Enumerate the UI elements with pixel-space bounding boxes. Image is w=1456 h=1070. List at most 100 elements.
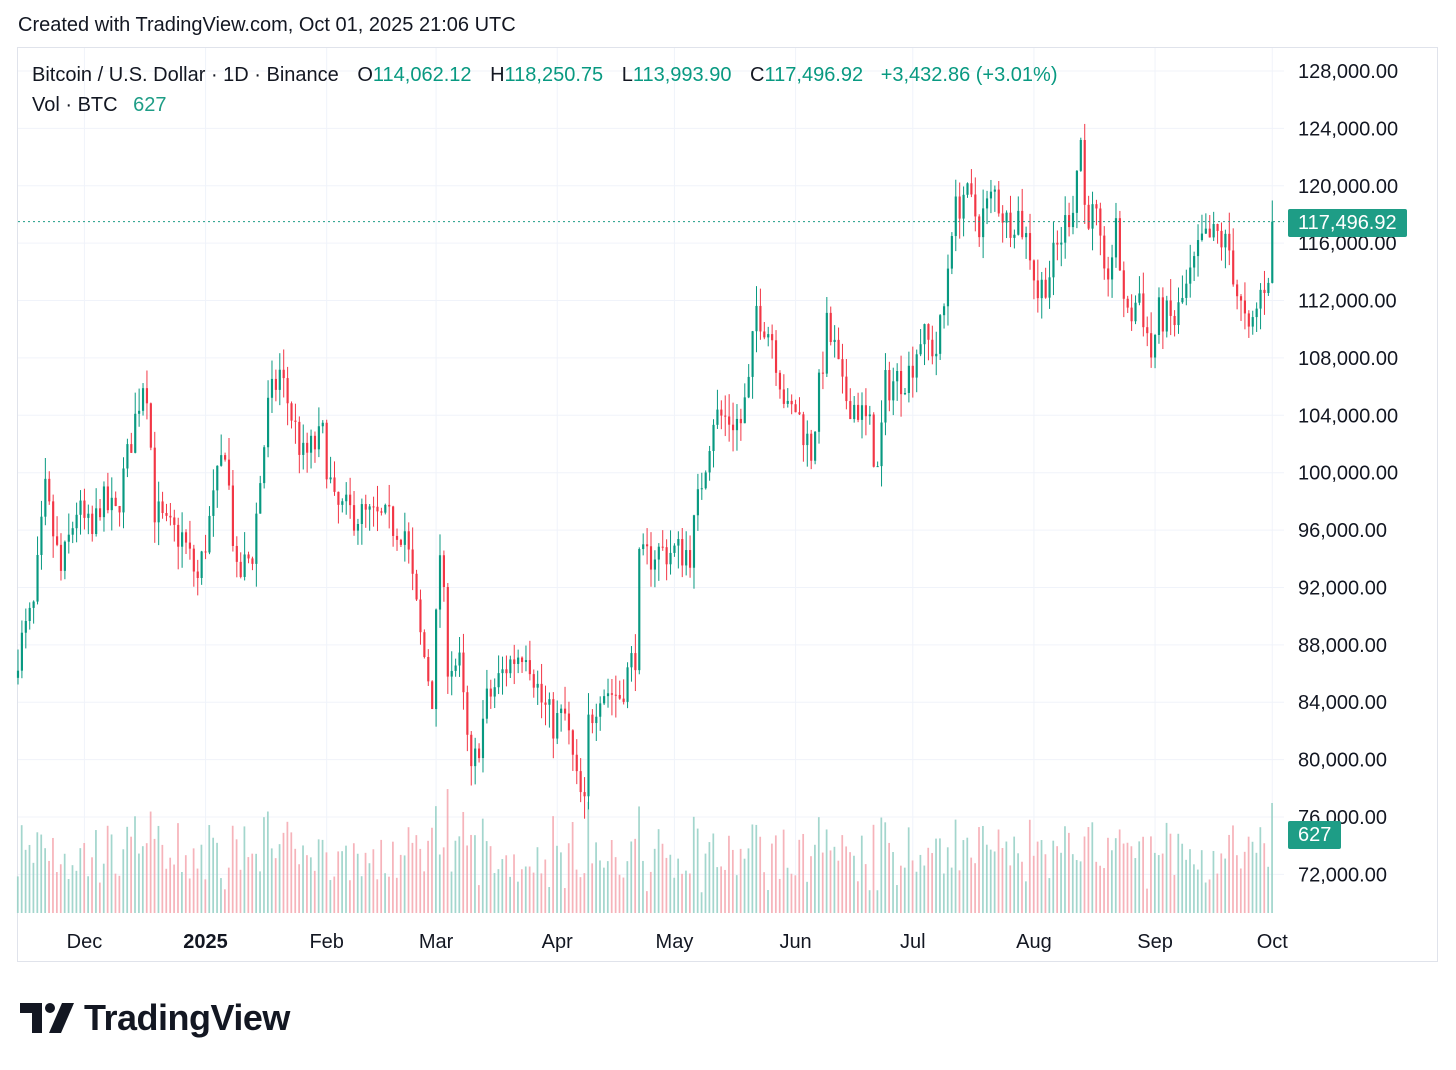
price-axis[interactable]: 72,000.0076,000.0080,000.0084,000.0088,0… [1298,61,1398,886]
volume-bar [98,882,101,913]
tradingview-brand[interactable]: TradingView [20,996,290,1040]
candle-body [489,688,492,697]
candle-body [431,681,434,710]
candle-body [270,378,274,398]
volume-label[interactable]: Vol · BTC [32,94,118,116]
candle-body [595,716,598,724]
x-tick-label: Mar [419,931,454,953]
candle-body [220,455,223,466]
candle-body [622,698,625,702]
volume-bar [798,839,801,913]
candle-body [395,535,399,540]
volume-bar [1079,861,1082,913]
time-axis[interactable]: Dec 2025 Feb Mar Apr May Jun Jul Aug Sep Oct [67,931,1289,953]
volume-bar [1021,861,1023,913]
volume-bar [446,789,449,913]
volume-bar [677,858,680,913]
candle-body [106,486,109,511]
volume-bar [814,844,816,913]
volume-bar [685,870,687,913]
candle-body [1110,257,1114,280]
volume-bar [102,863,105,913]
candle-body [48,478,51,502]
candle-body [653,559,656,570]
candle-body [1146,327,1149,334]
volume-bar [505,855,508,913]
volume-bar [1224,858,1227,913]
volume-bar [1138,841,1141,913]
volume-bar [165,868,168,913]
candle-body [196,571,199,578]
candle-body [274,378,277,390]
candle-body [610,693,614,695]
volume-bar [345,845,347,913]
volume-bar [274,858,277,913]
tradingview-wordmark: TradingView [84,997,290,1038]
volume-bar [739,848,742,913]
candle-body [649,546,653,570]
volume-bar [157,825,160,913]
candle-body [720,409,723,416]
volume-bar [587,801,590,913]
volume-bar [1189,849,1191,913]
volume-bar [356,853,359,913]
volume-bar [192,848,195,913]
candle-body [673,545,676,553]
candle-body [1005,212,1008,223]
candle-body [243,554,246,577]
candle-body [1200,233,1204,241]
candle-body [427,657,430,682]
volume-bar [235,839,238,913]
candle-body [1095,204,1098,209]
candle-body [599,703,602,717]
candle-body [505,669,508,674]
candle-body [860,405,864,420]
candle-body [857,404,860,420]
volume-bar [337,851,340,913]
volume-bar [1150,836,1152,913]
volume-bar [509,876,511,913]
candle-body [642,544,645,550]
candle-body [849,401,852,420]
volume-bar [454,840,457,913]
candle-body [438,555,442,610]
candle-body [1142,293,1145,328]
candle-body [1103,235,1106,269]
volume-bar [290,832,293,913]
volume-bar [923,865,926,913]
candle-body [321,422,324,427]
candle-body [575,754,578,772]
volume-bar [704,853,707,913]
volume-bar [1153,852,1156,913]
volume-bar [63,853,66,913]
volume-bar [161,844,164,913]
volume-bar [173,864,175,913]
candle-body [1169,300,1172,316]
volume-bar [552,816,554,913]
volume-bar [821,852,824,913]
volume-bar [1052,840,1055,913]
candle-body [978,216,981,238]
volume-bar [743,858,746,913]
volume-bar [1259,827,1262,913]
candle-body [1079,139,1082,171]
candle-body [669,552,672,565]
volume-bar [1126,842,1129,913]
symbol-label[interactable]: Bitcoin / U.S. Dollar · 1D · Binance [32,64,339,86]
x-tick-label: Feb [309,931,343,953]
y-tick-label: 128,000.00 [1298,61,1398,83]
volume-bar [481,818,484,913]
candle-body [55,536,59,545]
candle-body [767,334,770,338]
candle-body [1040,279,1043,299]
candle-body [208,515,211,553]
candle-body [1091,204,1094,229]
candle-body [876,466,879,468]
candle-body [1193,256,1196,268]
candle-body [32,601,35,608]
volume-bar [864,864,867,913]
candle-body [450,670,453,677]
candle-body [567,713,571,731]
volume-bar [71,865,74,913]
